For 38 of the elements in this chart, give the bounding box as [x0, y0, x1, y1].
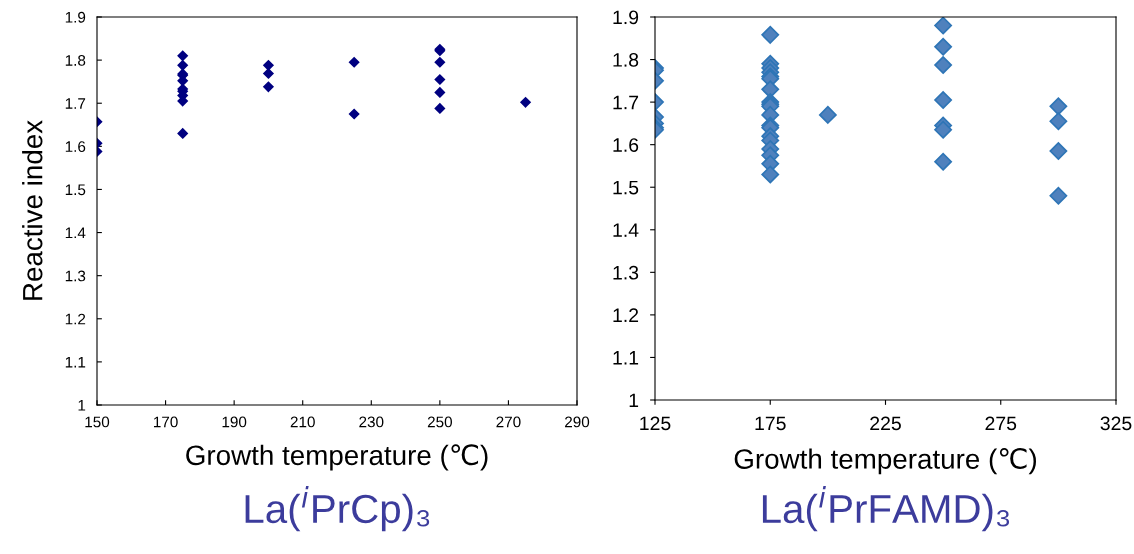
y-tick-label: 1.8 — [65, 54, 86, 66]
y-tick-label: 1 — [78, 400, 86, 411]
y-tick-label: 1.4 — [613, 223, 639, 237]
y-tick-label: 1.8 — [613, 53, 639, 67]
y-tick-label: 1.7 — [65, 98, 86, 109]
x-tick-label: 275 — [985, 416, 1017, 431]
x-tick-label: 175 — [755, 416, 786, 431]
y-tick-label: 1.2 — [65, 313, 86, 325]
text: La($^{i}$PrCp)₃ — [245, 486, 430, 532]
y-tick-label: 1.6 — [65, 141, 86, 153]
x-axis-title: Growth temperature (℃) — [734, 447, 1036, 475]
y-tick-label: 1 — [629, 393, 639, 408]
y-tick-label: 1.7 — [613, 95, 639, 110]
y-tick-label: 1.4 — [65, 227, 86, 239]
y-tick-label: 1.2 — [613, 308, 639, 322]
y-tick-label: 1.5 — [65, 184, 86, 196]
x-tick-label: 325 — [1100, 416, 1132, 431]
y-tick-label: 1.1 — [65, 356, 86, 368]
y-tick-label: 1.9 — [65, 11, 86, 23]
y-tick-label: 1.3 — [65, 270, 86, 282]
x-tick-label: 125 — [640, 416, 671, 431]
x-tick-label: 230 — [359, 416, 384, 428]
x-tick-label: 190 — [222, 416, 247, 428]
x-tick-label: 290 — [565, 416, 590, 428]
y-axis-title: Reactive index — [22, 120, 43, 300]
x-tick-label: 210 — [290, 416, 315, 428]
y-tick-label: 1.5 — [613, 180, 639, 195]
x-tick-label: 150 — [85, 416, 110, 428]
x-tick-label: 270 — [496, 416, 521, 428]
x-axis-title: Growth temperature (℃) — [186, 444, 488, 471]
y-tick-label: 1.3 — [613, 265, 639, 280]
x-tick-label: 225 — [870, 416, 901, 431]
y-tick-label: 1.9 — [613, 10, 639, 25]
x-tick-label: 170 — [153, 416, 178, 428]
x-tick-label: 250 — [427, 416, 453, 428]
y-tick-label: 1.1 — [613, 351, 639, 365]
y-tick-label: 1.6 — [613, 138, 639, 152]
text: La($^{i}$PrFAMD)₃ — [762, 486, 1010, 532]
